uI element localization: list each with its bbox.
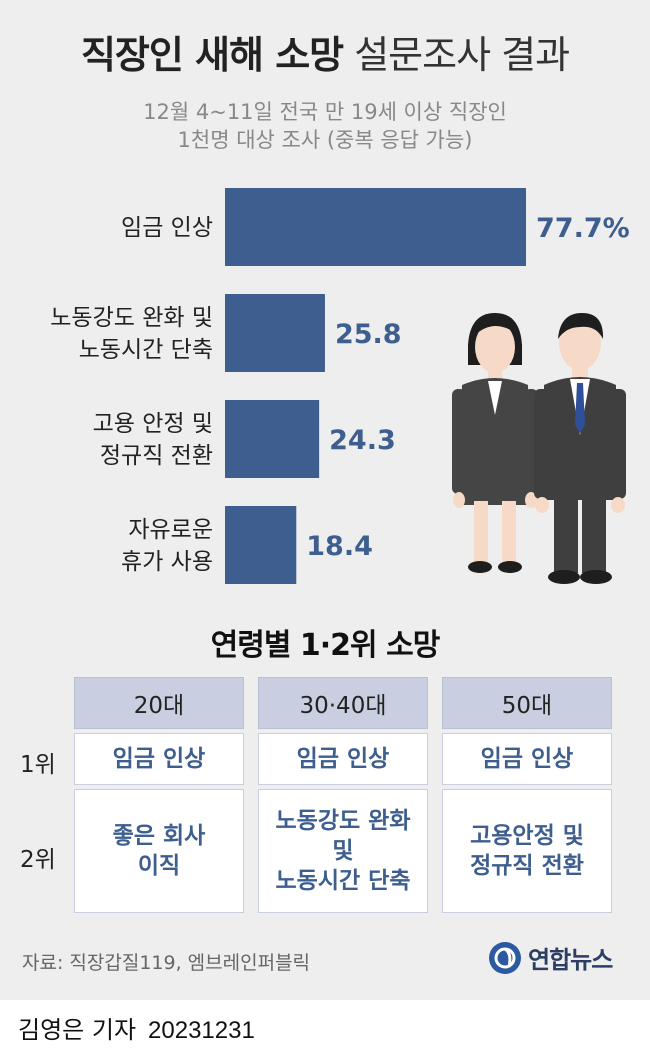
rank-label-1: 1위 [20,752,56,778]
cell-50s-rank2: 고용안정 및 정규직 전환 [442,789,612,913]
col-head-30-40s: 30·40대 [258,677,428,729]
cell-30-40s-rank2-line2: 및 [332,838,354,864]
category-label-3-line-1: 휴가 사용 [121,549,213,575]
infographic-panel: 직장인 새해 소망 설문조사 결과 12월 4~11일 전국 만 19세 이상 … [0,0,650,1000]
cell-20s-rank1: 임금 인상 [74,733,244,785]
title-light: 설문조사 결과 [354,33,570,77]
source-note: 자료: 직장갑질119, 엠브레인퍼블릭 [22,952,311,974]
bar-0 [225,188,526,266]
category-label-0: 임금 인상 [121,215,213,241]
value-label-2: 24.3 [329,425,396,456]
bar-1 [225,294,325,372]
subtitle: 12월 4~11일 전국 만 19세 이상 직장인 1천명 대상 조사 (중복 … [0,98,650,154]
footer: 김영은 기자 20231231 [18,1010,255,1045]
cell-50s-rank1: 임금 인상 [442,733,612,785]
woman-figure-icon [452,313,538,573]
subtitle-line-1: 12월 4~11일 전국 만 19세 이상 직장인 [143,100,507,124]
value-label-3: 18.4 [306,531,373,562]
cell-20s-rank2-line1: 좋은 회사 [112,823,206,849]
man-figure-icon [534,313,626,584]
title-bold: 직장인 새해 소망 [80,33,344,77]
rank-label-2: 2위 [20,847,56,873]
age-section-title: 연령별 1·2위 소망 [210,628,441,663]
cell-30-40s-rank2-line1: 노동강도 완화 [275,808,411,834]
yonhap-logo: 연합뉴스 [488,940,613,975]
cell-20s-rank2: 좋은 회사 이직 [74,789,244,913]
yonhap-logo-text: 연합뉴스 [528,946,613,974]
category-label-0-line-0: 임금 인상 [121,215,213,241]
page-title: 직장인 새해 소망 설문조사 결과 [0,24,650,79]
bar-2 [225,400,320,478]
subtitle-line-2: 1천명 대상 조사 (중복 응답 가능) [177,128,473,152]
value-label-1: 25.8 [335,319,402,350]
yonhap-logo-icon [489,941,521,974]
category-label-1-line-0: 노동강도 완화 및 [50,305,213,331]
office-workers-icon [452,313,626,584]
category-label-3-line-0: 자유로운 [128,517,213,543]
category-label-1-line-1: 노동시간 단축 [79,337,213,363]
author: 김영은 기자 [18,1016,137,1044]
col-head-20s: 20대 [74,677,244,729]
cell-50s-rank2-line1: 고용안정 및 [470,823,584,849]
category-label-2-line-1: 정규직 전환 [100,443,213,469]
bar-3 [225,506,297,584]
cell-30-40s-rank2-line3: 노동시간 단축 [275,868,411,894]
cell-30-40s-rank1: 임금 인상 [258,733,428,785]
cell-20s-rank2-line2: 이직 [137,853,181,879]
value-label-0: 77.7% [536,213,630,244]
col-head-50s: 50대 [442,677,612,729]
cell-30-40s-rank2: 노동강도 완화 및 노동시간 단축 [258,789,428,913]
cell-50s-rank2-line2: 정규직 전환 [470,853,584,879]
category-label-2-line-0: 고용 안정 및 [93,411,213,437]
date: 20231231 [148,1017,255,1044]
